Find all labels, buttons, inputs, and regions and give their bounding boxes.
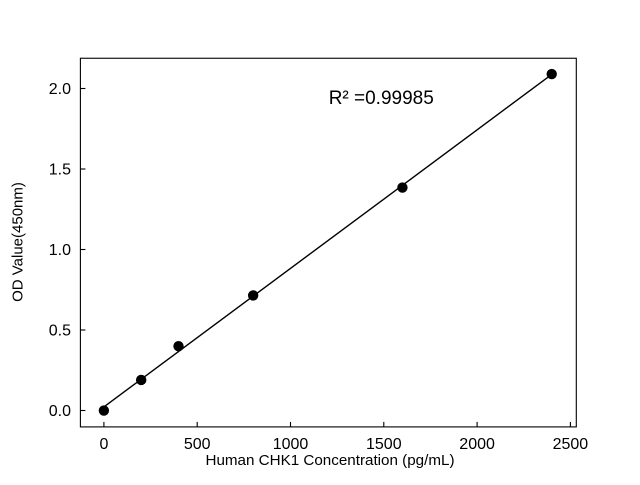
svg-text:500: 500 xyxy=(184,436,211,453)
svg-text:2.0: 2.0 xyxy=(49,81,71,98)
svg-text:1500: 1500 xyxy=(366,436,402,453)
svg-text:1.5: 1.5 xyxy=(49,162,71,179)
svg-text:Human CHK1 Concentration (pg/m: Human CHK1 Concentration (pg/mL) xyxy=(205,452,454,469)
svg-text:2000: 2000 xyxy=(459,436,495,453)
svg-text:0: 0 xyxy=(99,436,108,453)
svg-text:1000: 1000 xyxy=(273,436,309,453)
svg-text:2500: 2500 xyxy=(553,436,589,453)
svg-text:0.0: 0.0 xyxy=(49,403,71,420)
svg-text:0.5: 0.5 xyxy=(49,323,71,340)
svg-text:OD Value(450nm): OD Value(450nm) xyxy=(10,182,27,302)
svg-text:R² =0.99985: R² =0.99985 xyxy=(329,88,434,109)
svg-text:1.0: 1.0 xyxy=(49,242,71,259)
